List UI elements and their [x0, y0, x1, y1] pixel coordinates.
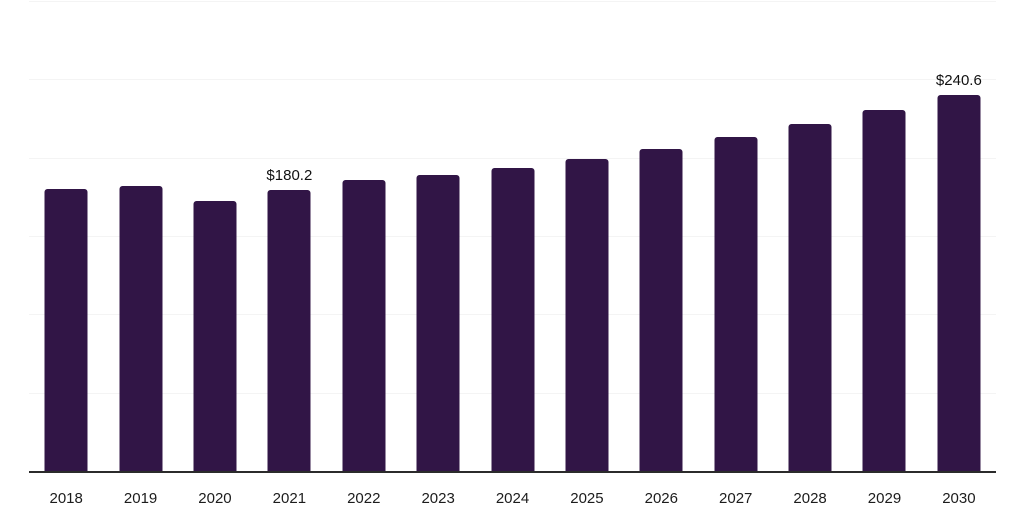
- bar-column-2027: [699, 2, 773, 472]
- bar-column-2019: [103, 2, 177, 472]
- bar-value-label-2021: $180.2: [266, 166, 313, 184]
- bar-2029: [862, 109, 906, 472]
- x-tick-2022: 2022: [347, 489, 381, 507]
- x-tick-2029: 2029: [867, 489, 902, 507]
- gridline-250: [29, 79, 996, 81]
- bar-2028: [788, 123, 832, 472]
- bar-column-2020: [178, 2, 252, 472]
- bar-2026: [639, 148, 683, 472]
- x-axis-line: [29, 471, 996, 473]
- x-tick-2026: 2026: [644, 489, 678, 507]
- x-tick-2025: 2025: [570, 489, 604, 507]
- bar-2025: [565, 158, 609, 472]
- bar-column-2024: [475, 2, 549, 472]
- x-tick-2024: 2024: [495, 489, 530, 507]
- bar-column-2021: $180.2: [252, 2, 326, 472]
- bar-column-2030: $240.6: [922, 2, 996, 472]
- bar-column-2023: [401, 2, 475, 472]
- x-tick-2021: 2021: [272, 489, 307, 507]
- bar-column-2025: [550, 2, 624, 472]
- bar-column-2022: [327, 2, 401, 472]
- x-tick-2020: 2020: [198, 489, 232, 507]
- bar-column-2026: [624, 2, 698, 472]
- bar-2024: [491, 168, 535, 472]
- x-tick-2028: 2028: [793, 489, 827, 507]
- bar-2019: [119, 186, 163, 472]
- x-tick-2018: 2018: [49, 489, 83, 507]
- bar-2020: [193, 200, 237, 472]
- x-tick-2030: 2030: [942, 489, 976, 507]
- bar-2023: [416, 174, 460, 472]
- bar-2022: [342, 180, 386, 472]
- bar-column-2018: [29, 2, 103, 472]
- x-tick-2023: 2023: [421, 489, 455, 507]
- x-tick-2027: 2027: [719, 489, 753, 507]
- bar-value-label-2030: $240.6: [935, 72, 982, 90]
- bar-column-2028: [773, 2, 847, 472]
- bar-2018: [44, 188, 88, 472]
- gridline-300: [29, 1, 996, 2]
- bar-2027: [714, 137, 758, 472]
- bar-column-2029: [847, 2, 921, 472]
- plot-area: $180.2 $240.6: [29, 1, 996, 473]
- bar-2030: [937, 95, 981, 472]
- bar-2021: [267, 189, 311, 472]
- x-axis-labels: 2018 2019 2020 2021 2022 2023 2024 2025 2026 2027…: [29, 478, 996, 512]
- x-tick-2019: 2019: [123, 489, 158, 507]
- gridline-200: [29, 157, 996, 159]
- bars: $180.2 $240.6: [29, 2, 996, 472]
